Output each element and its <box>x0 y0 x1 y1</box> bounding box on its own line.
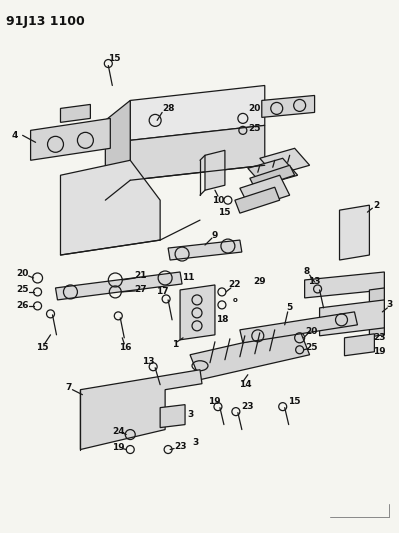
Text: 20: 20 <box>16 270 29 278</box>
Polygon shape <box>31 118 110 160</box>
Text: 10: 10 <box>212 196 224 205</box>
Text: 16: 16 <box>119 343 132 352</box>
Text: 11: 11 <box>182 273 194 282</box>
Text: 3: 3 <box>192 438 198 447</box>
Text: 15: 15 <box>218 208 230 216</box>
Text: 91J13 1100: 91J13 1100 <box>6 15 85 28</box>
Text: 20: 20 <box>249 104 261 113</box>
Text: 2: 2 <box>373 200 379 209</box>
Polygon shape <box>369 288 384 337</box>
Text: 25: 25 <box>16 286 29 294</box>
Polygon shape <box>260 148 310 175</box>
Text: 19: 19 <box>373 348 386 356</box>
Polygon shape <box>180 285 215 340</box>
Text: 17: 17 <box>156 287 168 296</box>
Text: 14: 14 <box>239 380 252 389</box>
Text: 27: 27 <box>134 286 146 294</box>
Text: 4: 4 <box>12 131 18 140</box>
Polygon shape <box>160 405 185 427</box>
Polygon shape <box>344 334 374 356</box>
Polygon shape <box>105 100 130 200</box>
Text: 15: 15 <box>36 343 49 352</box>
Text: 23: 23 <box>241 402 254 411</box>
Text: 28: 28 <box>162 104 174 113</box>
Text: 25: 25 <box>305 343 318 352</box>
Polygon shape <box>340 205 369 260</box>
Polygon shape <box>248 158 298 185</box>
Text: 13: 13 <box>142 357 154 366</box>
Text: 21: 21 <box>134 271 146 280</box>
Text: 20: 20 <box>305 327 318 336</box>
Polygon shape <box>250 165 295 188</box>
Text: 24: 24 <box>112 427 124 436</box>
Text: 19: 19 <box>112 443 124 452</box>
Polygon shape <box>130 85 265 140</box>
Text: 8: 8 <box>304 268 310 277</box>
Text: 25: 25 <box>249 124 261 133</box>
Polygon shape <box>55 272 182 300</box>
Text: 3: 3 <box>386 301 393 309</box>
Text: 15: 15 <box>288 397 301 406</box>
Text: 29: 29 <box>253 278 266 286</box>
Polygon shape <box>320 300 384 336</box>
Polygon shape <box>61 104 91 123</box>
Text: 23: 23 <box>174 442 186 451</box>
Text: 1: 1 <box>172 340 178 349</box>
Polygon shape <box>235 187 280 213</box>
Text: 23: 23 <box>373 333 385 342</box>
Polygon shape <box>130 125 265 180</box>
Text: 3: 3 <box>187 410 193 419</box>
Text: 7: 7 <box>65 383 72 392</box>
Polygon shape <box>190 330 310 379</box>
Polygon shape <box>304 272 384 298</box>
Text: 19: 19 <box>207 397 220 406</box>
Text: o: o <box>233 297 237 303</box>
Polygon shape <box>61 160 160 255</box>
Polygon shape <box>240 175 290 208</box>
Text: 18: 18 <box>216 316 228 325</box>
Text: 26: 26 <box>16 301 29 310</box>
Polygon shape <box>205 150 225 190</box>
Polygon shape <box>168 240 242 260</box>
Polygon shape <box>81 370 202 449</box>
Polygon shape <box>240 312 358 343</box>
Text: 15: 15 <box>108 54 120 63</box>
Polygon shape <box>262 95 314 117</box>
Text: 13: 13 <box>308 278 321 286</box>
Text: 22: 22 <box>229 280 241 289</box>
Text: 9: 9 <box>212 231 218 239</box>
Text: 5: 5 <box>286 303 293 312</box>
